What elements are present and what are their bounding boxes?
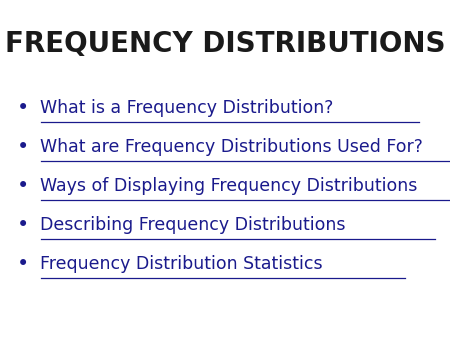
- Text: Ways of Displaying Frequency Distributions: Ways of Displaying Frequency Distributio…: [40, 177, 418, 195]
- Text: Frequency Distribution Statistics: Frequency Distribution Statistics: [40, 255, 323, 273]
- Text: •: •: [16, 98, 29, 118]
- Text: FREQUENCY DISTRIBUTIONS: FREQUENCY DISTRIBUTIONS: [5, 30, 445, 58]
- Text: •: •: [16, 215, 29, 235]
- Text: Describing Frequency Distributions: Describing Frequency Distributions: [40, 216, 346, 234]
- Text: •: •: [16, 176, 29, 196]
- Text: What are Frequency Distributions Used For?: What are Frequency Distributions Used Fo…: [40, 138, 423, 156]
- Text: What is a Frequency Distribution?: What is a Frequency Distribution?: [40, 99, 334, 117]
- Text: •: •: [16, 254, 29, 274]
- Text: •: •: [16, 137, 29, 157]
